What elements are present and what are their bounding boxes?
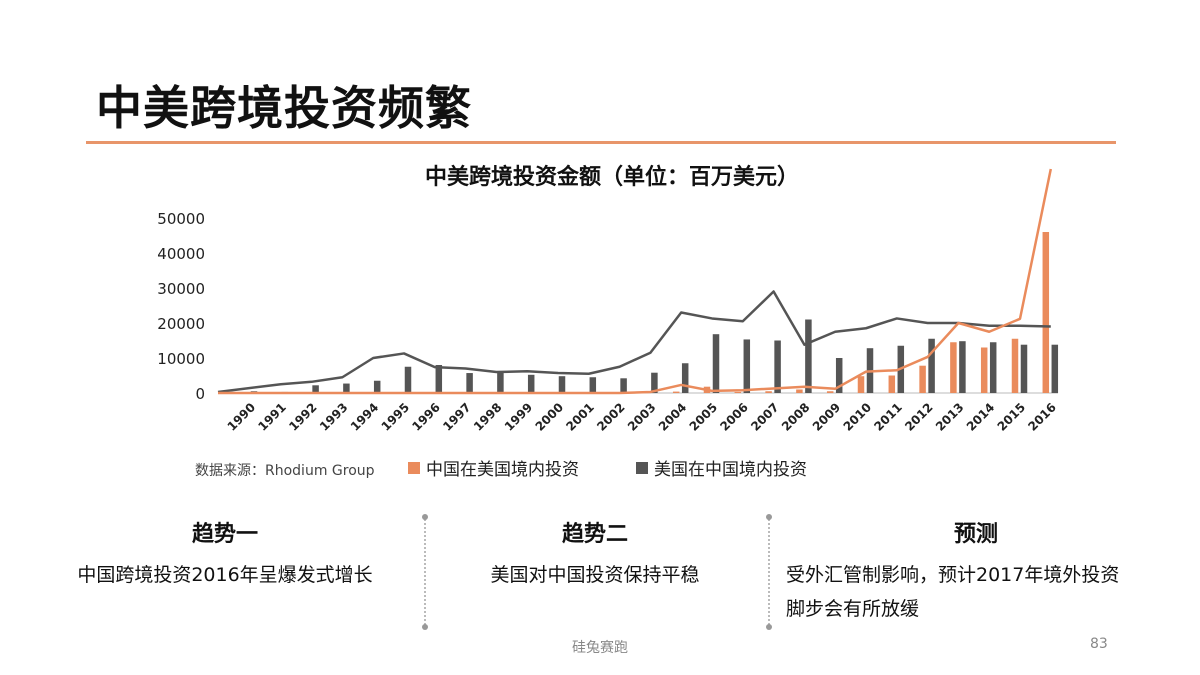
bar-us-in-china (835, 358, 843, 393)
y-tick-label: 20000 (157, 315, 205, 333)
column-divider-2 (766, 514, 772, 630)
forecast-text-line-2: 脚步会有所放缓 (786, 598, 920, 620)
footer-brand: 硅兔赛跑 (572, 640, 628, 656)
x-tick-label: 2009 (810, 400, 844, 434)
title-underline (86, 141, 1116, 144)
trend-one-heading: 趋势一 (191, 522, 258, 547)
x-tick-label: 2012 (902, 400, 936, 434)
bar-china-in-us (980, 347, 988, 393)
x-tick-label: 1996 (409, 400, 443, 434)
bar-china-in-us (919, 365, 926, 393)
x-tick-label: 2011 (871, 400, 905, 434)
x-tick-label: 1999 (502, 400, 536, 434)
bar-us-in-china (435, 365, 443, 393)
x-tick-label: 2007 (748, 400, 782, 434)
legend-label-china: 中国在美国境内投资 (426, 460, 579, 480)
x-tick-label: 2016 (1025, 400, 1059, 434)
bar-us-in-china (928, 338, 935, 393)
forecast-heading: 预测 (953, 522, 998, 547)
x-tick-label: 1992 (286, 400, 320, 434)
x-tick-label: 2008 (779, 400, 813, 434)
x-tick-label: 1995 (379, 400, 413, 434)
bar-china-in-us (950, 342, 957, 393)
x-tick-label: 2014 (964, 400, 998, 434)
bar-us-in-china (712, 334, 720, 393)
bar-china-in-us (796, 389, 803, 393)
trend-two-column: 趋势二 美国对中国投资保持平稳 (430, 516, 760, 592)
x-tick-label: 2013 (933, 400, 967, 434)
line-us-in-china (217, 290, 1051, 394)
bar-us-in-china (466, 373, 473, 393)
x-tick-label: 2004 (656, 400, 690, 434)
bar-us-in-china (343, 383, 350, 393)
x-tick-label: 2010 (841, 400, 875, 434)
bar-us-in-china (774, 340, 781, 393)
x-tick-label: 1991 (255, 400, 289, 434)
bar-us-in-china (312, 385, 319, 393)
bar-us-in-china (404, 366, 412, 393)
bar-us-in-china (959, 341, 966, 393)
bar-china-in-us (1042, 232, 1050, 393)
column-divider-1 (422, 514, 428, 630)
trend-two-heading: 趋势二 (561, 522, 628, 547)
bar-us-in-china (497, 372, 504, 393)
y-tick-label: 40000 (157, 245, 205, 263)
bar-us-in-china (1051, 344, 1059, 393)
x-tick-label: 1998 (471, 400, 505, 434)
bar-us-in-china (743, 339, 751, 393)
data-source: 数据来源：Rhodium Group (195, 463, 375, 479)
investment-chart: 中美跨境投资金额（单位：百万美元） 0 10000 20000 30000 40000 5… (157, 164, 1059, 480)
legend-label-us: 美国在中国境内投资 (654, 460, 807, 480)
forecast-text-line-1: 受外汇管制影响，预计2017年境外投资 (786, 564, 1120, 586)
y-tick-label: 10000 (157, 350, 205, 368)
bar-us-in-china (373, 380, 381, 393)
bar-china-in-us (1011, 338, 1019, 393)
bar-china-in-us (734, 391, 742, 393)
bar-china-in-us (765, 391, 772, 393)
x-tick-label: 1997 (440, 400, 474, 434)
legend: 中国在美国境内投资 美国在中国境内投资 (408, 460, 807, 480)
bar-us-in-china (989, 342, 997, 393)
legend-swatch-china (408, 462, 420, 474)
bar-us-in-china (1020, 344, 1028, 393)
forecast-text: 受外汇管制影响，预计2017年境外投资 脚步会有所放缓 (786, 558, 1186, 626)
x-tick-label: 1993 (317, 400, 351, 434)
x-tick-label: 1990 (225, 400, 259, 434)
bar-us-in-china (805, 319, 812, 393)
bar-china-in-us (857, 376, 865, 393)
x-tick-label: 2002 (594, 400, 628, 434)
bar-us-in-china (589, 377, 597, 393)
trend-one-text: 中国跨境投资2016年呈爆发式增长 (77, 564, 373, 586)
bar-us-in-china (681, 363, 689, 393)
chart-title: 中美跨境投资金额（单位：百万美元） (425, 164, 799, 190)
x-tick-label: 2015 (995, 400, 1029, 434)
trend-one-column: 趋势一 中国跨境投资2016年呈爆发式增长 (30, 516, 420, 592)
legend-swatch-us (636, 462, 648, 474)
bar-china-in-us (672, 391, 680, 393)
bar-china-in-us (888, 375, 896, 393)
y-tick-label: 30000 (157, 280, 205, 298)
x-tick-label: 2005 (687, 400, 721, 434)
bar-us-in-china (558, 376, 566, 393)
x-tick-label: 2006 (717, 400, 751, 434)
trend-two-text: 美国对中国投资保持平稳 (490, 564, 700, 586)
x-tick-label: 1994 (348, 400, 382, 434)
bar-us-in-china (527, 374, 535, 393)
x-tick-label: 2003 (625, 400, 659, 434)
x-tick-label: 2000 (533, 400, 567, 434)
y-tick-label: 50000 (157, 210, 205, 228)
slide-title: 中美跨境投资频繁 (96, 81, 472, 135)
bar-us-in-china (620, 378, 627, 393)
page-number: 83 (1090, 636, 1108, 652)
x-tick-label: 2001 (563, 400, 597, 434)
line-china-in-us (218, 168, 1053, 395)
y-tick-label: 0 (195, 385, 205, 403)
bar-china-in-us (826, 391, 834, 393)
forecast-column: 预测 受外汇管制影响，预计2017年境外投资 脚步会有所放缓 (786, 516, 1186, 626)
bar-us-in-china (651, 372, 658, 393)
